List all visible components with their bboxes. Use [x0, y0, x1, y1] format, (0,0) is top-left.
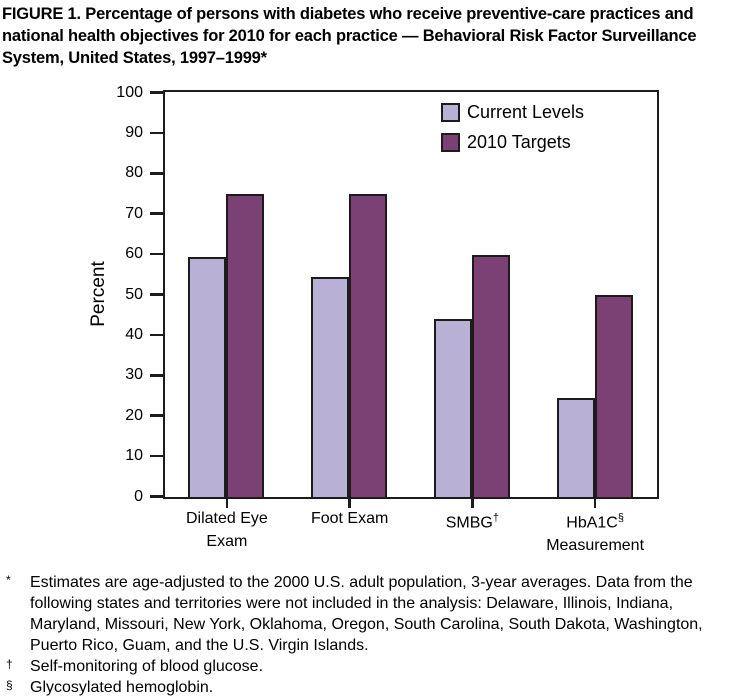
y-tick — [150, 414, 164, 417]
y-tick-label: 80 — [125, 164, 143, 182]
bar-2010-targets-3 — [594, 295, 633, 497]
legend-item-current-levels: Current Levels — [441, 102, 584, 123]
x-category-label: Dilated Eye Exam — [185, 510, 268, 550]
legend-item-2010-targets: 2010 Targets — [441, 132, 584, 153]
x-tick — [471, 498, 474, 508]
footnote-text: Estimates are age-adjusted to the 2000 U… — [30, 574, 703, 654]
bar-chart: Percent Current Levels 2010 Targets 0 10 2… — [88, 83, 659, 555]
y-tick-label: 10 — [125, 447, 143, 465]
y-tick-label: 40 — [125, 325, 143, 343]
footnote-hba1c: § Glycosylated hemoglobin. — [4, 677, 745, 698]
bar-current-levels-2 — [433, 319, 472, 497]
bar-current-levels-0 — [188, 256, 227, 497]
footnote-marker: * — [6, 573, 11, 587]
chart-legend: Current Levels 2010 Targets — [441, 102, 584, 162]
y-tick-label: 60 — [125, 245, 143, 263]
y-tick-label: 0 — [134, 487, 143, 505]
y-tick — [150, 252, 164, 256]
bar-current-levels-3 — [556, 398, 595, 497]
legend-swatch-current-levels — [441, 103, 460, 122]
x-category-label: Foot Exam — [310, 510, 389, 527]
y-tick — [150, 212, 164, 215]
x-tick — [348, 498, 351, 508]
y-tick — [150, 333, 164, 337]
footnote-marker: † — [6, 657, 13, 671]
footnotes: * Estimates are age-adjusted to the 2000… — [4, 572, 745, 698]
y-tick-label: 30 — [125, 366, 143, 384]
y-tick — [150, 131, 164, 135]
bar-2010-targets-1 — [349, 194, 388, 497]
y-tick-label: 20 — [125, 406, 143, 424]
footnote-estimates: * Estimates are age-adjusted to the 2000… — [4, 572, 745, 656]
bar-current-levels-1 — [311, 276, 350, 497]
bar-2010-targets-0 — [226, 194, 265, 497]
y-tick — [150, 374, 164, 377]
y-tick — [150, 91, 164, 94]
footnote-text: Glycosylated hemoglobin. — [30, 679, 214, 696]
y-tick — [150, 293, 164, 296]
y-tick-label: 70 — [125, 204, 143, 222]
footnote-smbg: † Self-monitoring of blood glucose. — [4, 656, 745, 677]
y-tick — [150, 495, 164, 498]
footnote-text: Self-monitoring of blood glucose. — [30, 658, 264, 675]
figure-title: FIGURE 1. Percentage of persons with dia… — [2, 5, 697, 67]
y-tick-label: 50 — [125, 285, 143, 303]
y-tick-label: 90 — [125, 123, 143, 141]
x-tick — [593, 498, 597, 508]
x-tick — [225, 498, 229, 508]
footnote-marker: § — [6, 678, 13, 692]
x-category-label: SMBG† — [445, 512, 499, 532]
legend-swatch-2010-targets — [441, 133, 460, 152]
y-tick-label: 100 — [116, 83, 143, 101]
plot-area — [163, 90, 659, 499]
bar-2010-targets-2 — [471, 254, 510, 497]
y-tick — [150, 454, 164, 458]
legend-label-current-levels: Current Levels — [467, 102, 585, 122]
legend-label-2010-targets: 2010 Targets — [467, 132, 571, 152]
y-tick — [150, 172, 164, 175]
x-category-label: HbA1C§ Measurement — [546, 512, 645, 555]
